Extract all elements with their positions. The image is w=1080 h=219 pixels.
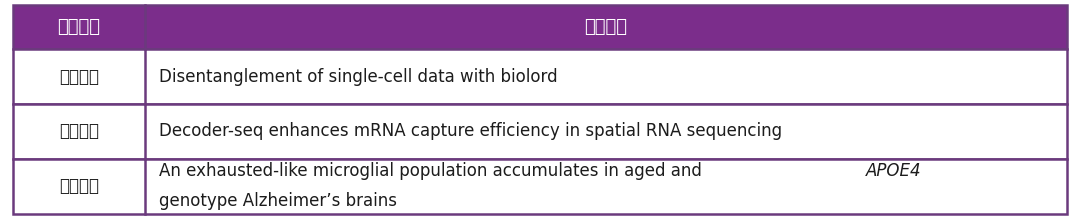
Bar — [13, 104, 1067, 159]
Text: 研究文章: 研究文章 — [58, 177, 99, 195]
Text: Disentanglement of single-cell data with biolord: Disentanglement of single-cell data with… — [159, 68, 557, 86]
Text: 文章题目: 文章题目 — [584, 18, 627, 36]
Text: APOE4: APOE4 — [866, 162, 921, 180]
Text: genotype Alzheimer’s brains: genotype Alzheimer’s brains — [159, 193, 396, 210]
Bar — [13, 49, 1067, 104]
Text: 文章类型: 文章类型 — [57, 18, 100, 36]
Text: Decoder-seq enhances mRNA capture efficiency in spatial RNA sequencing: Decoder-seq enhances mRNA capture effici… — [159, 122, 782, 140]
Bar — [13, 159, 1067, 214]
Text: 研究文章: 研究文章 — [58, 68, 99, 86]
Text: 研究文章: 研究文章 — [58, 122, 99, 140]
Bar — [13, 5, 1067, 49]
Text: An exhausted-like microglial population accumulates in aged and: An exhausted-like microglial population … — [159, 162, 707, 180]
